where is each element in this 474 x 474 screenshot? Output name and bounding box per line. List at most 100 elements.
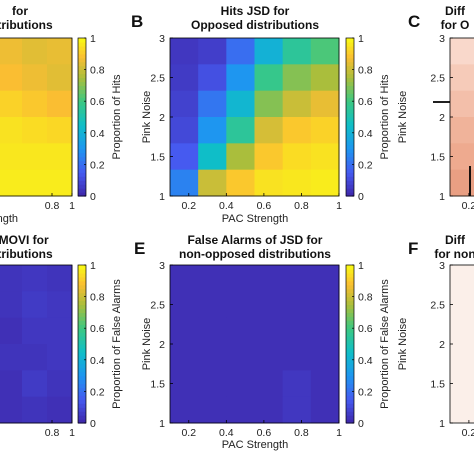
colorbar-segment	[346, 280, 354, 286]
heatmap-cell	[254, 143, 284, 171]
heatmap-cell	[0, 396, 23, 424]
heatmap-cell	[198, 291, 227, 319]
heatmap-cell	[282, 64, 312, 92]
colorbar-segment	[346, 180, 354, 185]
colorbar-segment	[346, 152, 354, 158]
heatmap-cell	[254, 64, 284, 92]
colorbar-segment	[346, 132, 354, 138]
colorbar-tick-label: 0.6	[90, 96, 105, 108]
colorbar-segment	[78, 45, 86, 51]
heatmap-cell	[47, 38, 73, 65]
colorbar-segment	[346, 120, 354, 126]
y-axis-label: Pink Noise	[141, 318, 153, 371]
panel-title: for non	[434, 247, 474, 261]
colorbar-segment	[78, 113, 86, 118]
y-tick-label: 1	[439, 418, 445, 430]
panel-letter-e: E	[134, 239, 145, 258]
colorbar-segment	[78, 332, 86, 337]
heatmap-cell	[170, 169, 199, 197]
colorbar-segment	[78, 57, 86, 63]
colorbar-segment	[78, 300, 86, 306]
colorbar-segment	[346, 168, 354, 173]
colorbar-segment	[346, 403, 354, 408]
y-tick-label: 2.5	[150, 300, 165, 312]
colorbar-segment	[346, 367, 354, 373]
heatmap-cell	[22, 90, 48, 118]
colorbar-segment	[346, 268, 354, 274]
colorbar-segment	[78, 168, 86, 173]
y-tick-label: 1	[439, 191, 445, 203]
colorbar-segment	[346, 355, 354, 361]
y-tick-label: 2.5	[150, 73, 165, 85]
colorbar-segment	[78, 304, 86, 310]
heatmap-cell	[254, 317, 284, 345]
heatmap-cell	[198, 64, 227, 92]
heatmap-cell	[226, 117, 255, 144]
x-tick-label: 1	[69, 200, 75, 212]
y-tick-label: 2	[159, 112, 165, 124]
colorbar-segment	[346, 188, 354, 193]
heatmap-cell	[282, 344, 312, 371]
x-tick-label: 0.4	[219, 427, 234, 439]
colorbar-segment	[78, 268, 86, 274]
colorbar-segment	[78, 73, 86, 79]
heatmap-cell	[170, 117, 199, 144]
colorbar-segment	[346, 395, 354, 400]
colorbar-segment	[346, 160, 354, 165]
colorbar-segment	[346, 332, 354, 337]
colorbar-segment	[78, 41, 86, 47]
colorbar-segment	[78, 124, 86, 130]
heatmap-cell	[310, 291, 340, 319]
colorbar-segment	[346, 164, 354, 169]
colorbar-segment	[78, 105, 86, 110]
colorbar-segment	[346, 117, 354, 122]
colorbar-segment	[78, 65, 86, 71]
colorbar-segment	[78, 160, 86, 165]
heatmap-cell	[0, 265, 23, 292]
heatmap-cell	[310, 90, 340, 118]
heatmap-cell	[282, 291, 312, 319]
heatmap-cell	[282, 370, 312, 398]
colorbar-segment	[78, 292, 86, 298]
colorbar-tick-label: 0	[358, 418, 364, 430]
heatmap-cell	[254, 370, 284, 398]
heatmap-cell	[47, 143, 73, 171]
colorbar-segment	[78, 344, 86, 349]
colorbar-segment	[78, 164, 86, 169]
colorbar-tick-label: 0.2	[358, 386, 373, 398]
heatmap-cell	[226, 64, 255, 92]
colorbar-tick-label: 0.4	[90, 128, 105, 140]
colorbar-segment	[78, 383, 86, 389]
colorbar-tick-label: 0.6	[90, 323, 105, 335]
colorbar-frame	[77, 37, 87, 197]
difference-cell	[450, 265, 474, 423]
colorbar-segment	[346, 375, 354, 381]
colorbar-segment	[346, 192, 354, 197]
panel-letter-c: C	[408, 12, 420, 31]
colorbar-segment	[346, 109, 354, 114]
colorbar-segment	[346, 140, 354, 146]
heatmap-cell	[254, 90, 284, 118]
heatmap-cell	[22, 265, 48, 292]
heatmap-cell	[226, 90, 255, 118]
colorbar-segment	[78, 371, 86, 377]
colorbar-segment	[78, 375, 86, 381]
x-axis-label: PAC Strength	[222, 213, 288, 225]
colorbar-segment	[78, 355, 86, 361]
colorbar-tick-label: 1	[358, 33, 364, 45]
heatmap-cell	[310, 38, 340, 65]
colorbar-segment	[346, 312, 354, 317]
heatmap-cell	[22, 38, 48, 65]
y-tick-label: 3	[159, 33, 165, 45]
colorbar-frame	[77, 264, 87, 424]
heatmap-cell	[198, 344, 227, 371]
x-axis-label: ngth	[0, 213, 18, 225]
colorbar-segment	[346, 156, 354, 162]
colorbar-segment	[346, 300, 354, 306]
heatmap-cell	[226, 291, 255, 319]
heatmap-cell	[47, 265, 73, 292]
heatmap-cell	[226, 317, 255, 345]
colorbar-segment	[346, 53, 354, 59]
panel-title: Diff	[445, 4, 466, 18]
heatmap-cell	[226, 169, 255, 197]
